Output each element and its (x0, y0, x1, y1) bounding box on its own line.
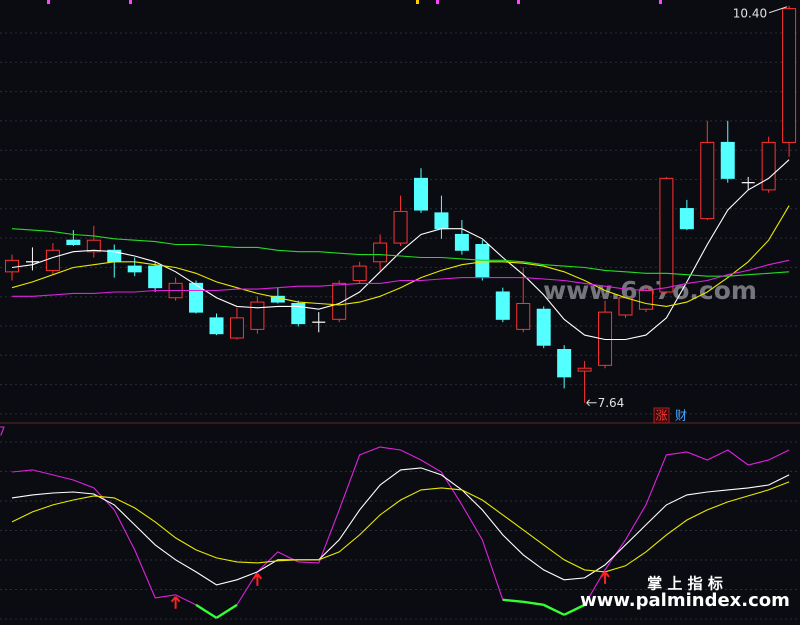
candle-body (475, 244, 490, 279)
candle-body (638, 290, 653, 310)
candle-body (373, 242, 388, 263)
oversold-segment (502, 598, 524, 603)
candle-body (577, 367, 592, 372)
top-marker (517, 0, 520, 4)
candle-body (393, 210, 408, 244)
candle-body (45, 249, 60, 271)
oversold-segment (523, 600, 544, 607)
plot: 10.40 7.64 (5, 5, 797, 619)
moving-average (11, 205, 790, 307)
candle-body (720, 141, 735, 179)
candle-body (229, 317, 244, 339)
candle-body (86, 239, 101, 253)
oversold-segment (195, 603, 218, 619)
candle-body (148, 265, 163, 289)
signal-arrow (600, 571, 610, 584)
oversold-segment (563, 603, 586, 616)
candle-body (434, 212, 449, 230)
indicator-line (11, 467, 790, 586)
brand-name: 掌 上 指 标 (647, 575, 723, 593)
badge-box (653, 407, 670, 424)
candle-body (5, 259, 19, 273)
signal-arrow (252, 573, 263, 586)
max-pointer (768, 6, 788, 14)
candle-body (495, 291, 510, 320)
candle-body (761, 141, 776, 191)
top-marker (129, 0, 132, 4)
candle-body (291, 302, 306, 325)
candle-body (332, 282, 347, 320)
candle-body (209, 317, 224, 335)
candle-body (536, 308, 551, 346)
candle-body (516, 302, 531, 330)
indicator-line (11, 481, 790, 573)
badge: 财 (675, 409, 687, 423)
candle-body (250, 301, 265, 330)
candle-body (700, 141, 715, 220)
max-label: 10.40 (733, 6, 767, 20)
candle-body (352, 265, 367, 281)
indicator-label: 7 (0, 425, 6, 439)
candle-body (414, 177, 428, 211)
indicator-line (11, 446, 790, 619)
candle-body (66, 239, 81, 246)
top-marker (436, 0, 439, 4)
candle-body (618, 297, 633, 316)
candle-body (659, 177, 674, 293)
moving-average (12, 259, 790, 297)
signal-arrow (170, 596, 181, 609)
top-marker (659, 0, 662, 4)
top-marker (416, 0, 419, 4)
top-marker (47, 0, 50, 4)
moving-average (11, 228, 790, 277)
min-label: 7.64 (598, 396, 625, 410)
oversold-segment (543, 603, 565, 616)
candle-body (782, 8, 797, 143)
candle-body (454, 233, 469, 251)
candle-body (557, 349, 572, 378)
moving-average (11, 159, 790, 341)
candle-body (679, 208, 694, 230)
brand-url: www.palmindex.com (580, 590, 790, 611)
badge: 涨 (655, 408, 667, 423)
oversold-segment (215, 603, 238, 619)
candle-body (598, 311, 613, 366)
min-pointer (586, 399, 597, 407)
candle-body (127, 265, 142, 273)
